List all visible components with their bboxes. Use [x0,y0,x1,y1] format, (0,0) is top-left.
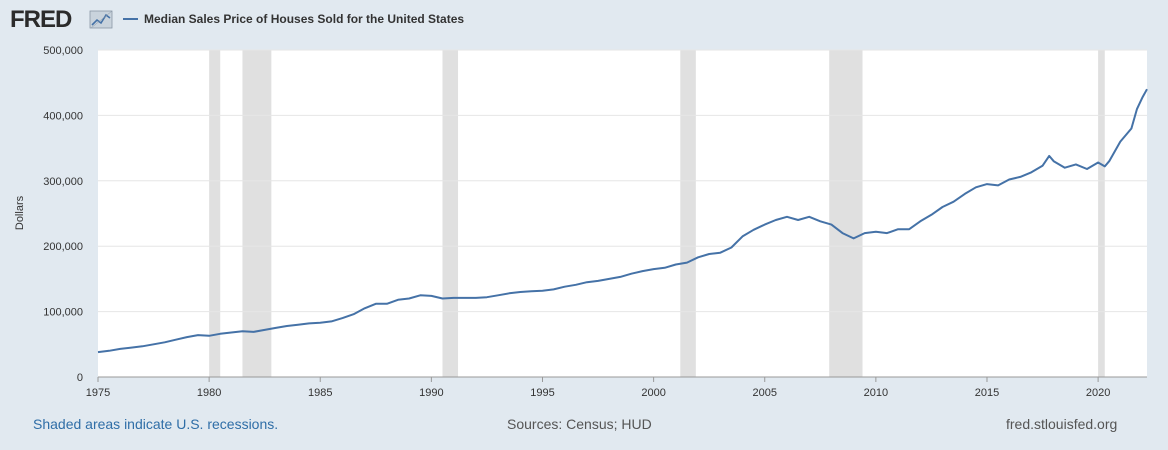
y-tick-label: 300,000 [43,176,83,188]
recession-band [680,50,696,377]
legend[interactable]: Median Sales Price of Houses Sold for th… [123,12,464,26]
fred-graph-icon [89,10,113,29]
fred-logo[interactable]: FRED [10,6,113,33]
x-tick-label: 1980 [197,387,221,399]
recession-band [209,50,221,377]
gridlines [98,49,1147,313]
x-tick-label: 2000 [641,387,665,399]
y-tick-label: 200,000 [43,241,83,253]
y-axis: 0 100,000 200,000 300,000 400,000 500,000 [43,45,83,384]
x-tick-label: 2005 [752,387,776,399]
sources-text: Sources: Census; HUD [507,416,652,432]
y-tick-label: 500,000 [43,45,83,57]
x-tick-label: 1995 [530,387,554,399]
plot-area [98,50,1147,377]
legend-label: Median Sales Price of Houses Sold for th… [144,12,464,26]
x-tick-label: 2015 [975,387,999,399]
recession-bands [209,50,1105,377]
fred-logo-text: FRED [10,6,72,33]
recession-band [1098,50,1105,377]
x-tick-label: 1985 [308,387,332,399]
recession-band [829,50,863,377]
x-axis: 1975 1980 1985 1990 1995 2000 2005 2010 2015 2020 [86,376,1147,399]
series-line [97,88,1148,354]
y-tick-label: 400,000 [43,110,83,122]
y-tick-label: 0 [77,372,83,384]
x-tick-label: 2020 [1086,387,1110,399]
y-axis-label: Dollars [14,195,26,230]
recession-band [442,50,459,377]
fred-site-link[interactable]: fred.stlouisfed.org [1006,416,1118,432]
x-tick-label: 1975 [86,387,110,399]
series [97,88,1148,354]
recession-band [242,50,272,377]
recession-note-link[interactable]: Shaded areas indicate U.S. recessions. [33,416,279,432]
x-tick-label: 2010 [864,387,888,399]
y-tick-label: 100,000 [43,307,83,319]
x-tick-label: 1990 [419,387,443,399]
